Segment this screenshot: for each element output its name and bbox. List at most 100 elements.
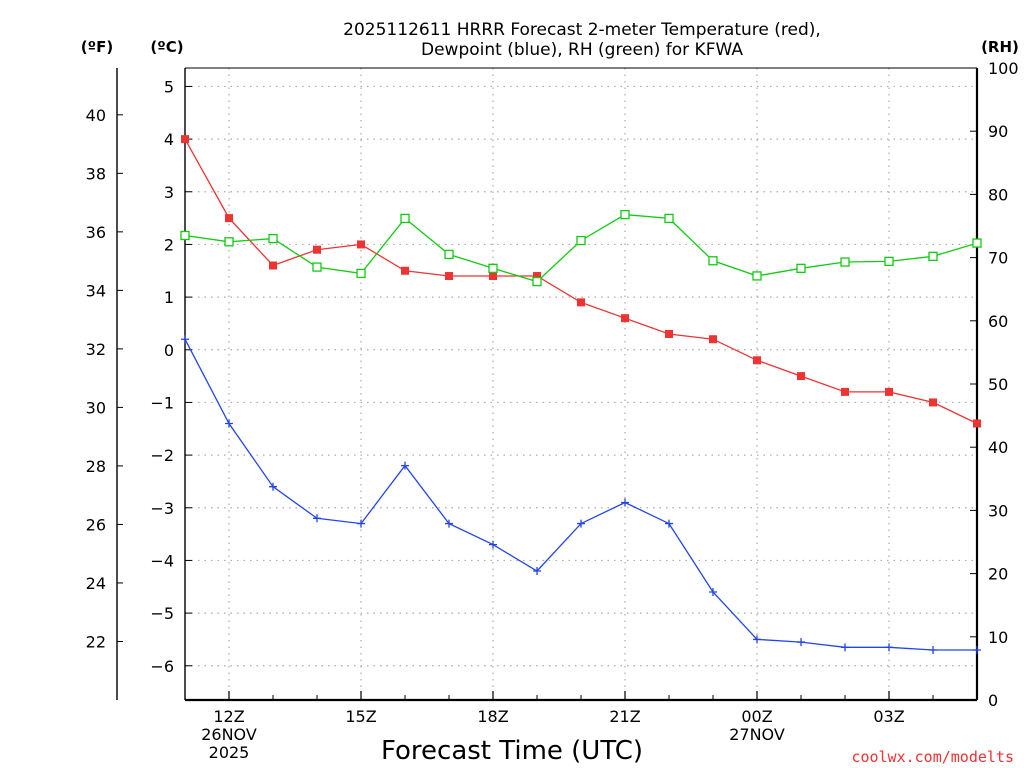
rh-point (356, 268, 366, 279)
x-tick-label: 00Z (741, 707, 772, 726)
dewpoint-point (445, 519, 453, 528)
x-tick-label: 26NOV (201, 725, 257, 744)
temperature-point (269, 261, 277, 270)
data-series (180, 135, 982, 654)
series-rh (180, 209, 982, 287)
dewpoint-point (225, 419, 233, 428)
dewpoint-point (973, 645, 981, 654)
dewpoint-point (269, 482, 277, 491)
rh-point (400, 213, 410, 224)
x-tick-label: 27NOV (729, 725, 785, 744)
fahrenheit-unit-label: (ºF) (81, 38, 113, 56)
x-tick-label: 2025 (209, 743, 250, 762)
rh-point (444, 249, 454, 260)
rh-tick-label: 100 (988, 59, 1019, 78)
temperature-point (357, 240, 365, 249)
celsius-tick-label: −5 (150, 604, 174, 623)
rh-point (972, 238, 982, 248)
rh-tick-label: 10 (988, 628, 1008, 647)
rh-tick-label: 60 (988, 312, 1008, 331)
celsius-tick-label: −3 (150, 499, 174, 518)
celsius-tick-label: 3 (164, 183, 174, 202)
rh-tick-label: 50 (988, 375, 1008, 394)
rh-point (532, 276, 542, 287)
rh-point (312, 262, 322, 272)
series-dewpoint (181, 335, 981, 654)
rh-point (224, 237, 234, 247)
x-tick-label: 18Z (477, 707, 508, 726)
dewpoint-point (929, 645, 937, 654)
dewpoint-point (797, 638, 805, 647)
rh-point (488, 263, 498, 273)
celsius-tick-label: −2 (150, 446, 174, 465)
fahrenheit-tick-label: 34 (86, 281, 106, 300)
rh-unit-label: (RH) (981, 38, 1019, 56)
temperature-point (665, 329, 673, 338)
rh-point (576, 235, 586, 246)
dewpoint-point (489, 540, 497, 549)
rh-point (884, 256, 894, 267)
dewpoint-point (753, 635, 761, 644)
rh-tick-label: 40 (988, 438, 1008, 457)
dewpoint-point (533, 566, 541, 575)
dewpoint-point (621, 498, 629, 507)
x-tick-label: 15Z (345, 707, 376, 726)
temperature-point (489, 272, 497, 281)
dewpoint-point (401, 461, 409, 470)
rh-point (180, 230, 190, 241)
x-tick-label: 12Z (213, 707, 244, 726)
fahrenheit-tick-label: 26 (86, 515, 106, 534)
fahrenheit-tick-label: 36 (86, 223, 106, 242)
celsius-tick-label: −4 (150, 551, 174, 570)
temperature-point (577, 298, 585, 307)
x-tick-label: 21Z (609, 707, 640, 726)
temperature-point (533, 272, 541, 281)
rh-point (796, 263, 806, 273)
rh-tick-label: 70 (988, 249, 1008, 268)
celsius-tick-label: −6 (150, 657, 174, 676)
rh-tick-label: 30 (988, 501, 1008, 520)
temperature-point (709, 335, 717, 344)
temperature-point (929, 398, 937, 407)
rh-tick-label: 0 (988, 691, 998, 710)
dewpoint-point (313, 514, 321, 523)
celsius-tick-label: 0 (164, 341, 174, 360)
temperature-point (621, 314, 629, 323)
rh-point (708, 256, 718, 266)
axes (116, 67, 979, 702)
dewpoint-line (184, 338, 977, 651)
rh-tick-label: 90 (988, 122, 1008, 141)
celsius-tick-label: −1 (150, 393, 174, 412)
temperature-line (184, 138, 978, 425)
rh-tick-label: 20 (988, 565, 1008, 584)
temperature-point (401, 266, 409, 275)
title-line-1: 2025112611 HRRR Forecast 2-meter Tempera… (343, 20, 821, 40)
fahrenheit-tick-label: 24 (86, 574, 106, 593)
temperature-point (225, 214, 233, 223)
celsius-tick-label: 2 (164, 235, 174, 254)
dewpoint-point (577, 519, 585, 528)
dewpoint-point (709, 588, 717, 597)
temperature-point (313, 245, 321, 254)
dewpoint-point (181, 335, 189, 344)
dewpoint-point (665, 519, 673, 528)
temperature-point (445, 272, 453, 281)
series-temperature (181, 135, 981, 428)
dewpoint-point (885, 643, 893, 652)
credit-text: coolwx.com/modelts (851, 748, 1014, 766)
x-axis-title: Forecast Time (UTC) (381, 736, 643, 766)
title-line-2: Dewpoint (blue), RH (green) for KFWA (421, 40, 743, 60)
rh-point (664, 213, 674, 224)
temperature-point (973, 419, 981, 428)
fahrenheit-tick-label: 32 (86, 340, 106, 359)
tick-labels: 543210−1−2−3−4−5−64038363432302826242210… (86, 59, 1019, 762)
celsius-tick-label: 4 (164, 130, 174, 149)
rh-point (928, 251, 938, 261)
rh-line (184, 213, 978, 283)
celsius-tick-label: 1 (164, 288, 174, 307)
temperature-point (753, 356, 761, 365)
fahrenheit-tick-label: 40 (86, 106, 106, 125)
rh-point (268, 233, 278, 244)
x-tick-label: 03Z (873, 707, 904, 726)
